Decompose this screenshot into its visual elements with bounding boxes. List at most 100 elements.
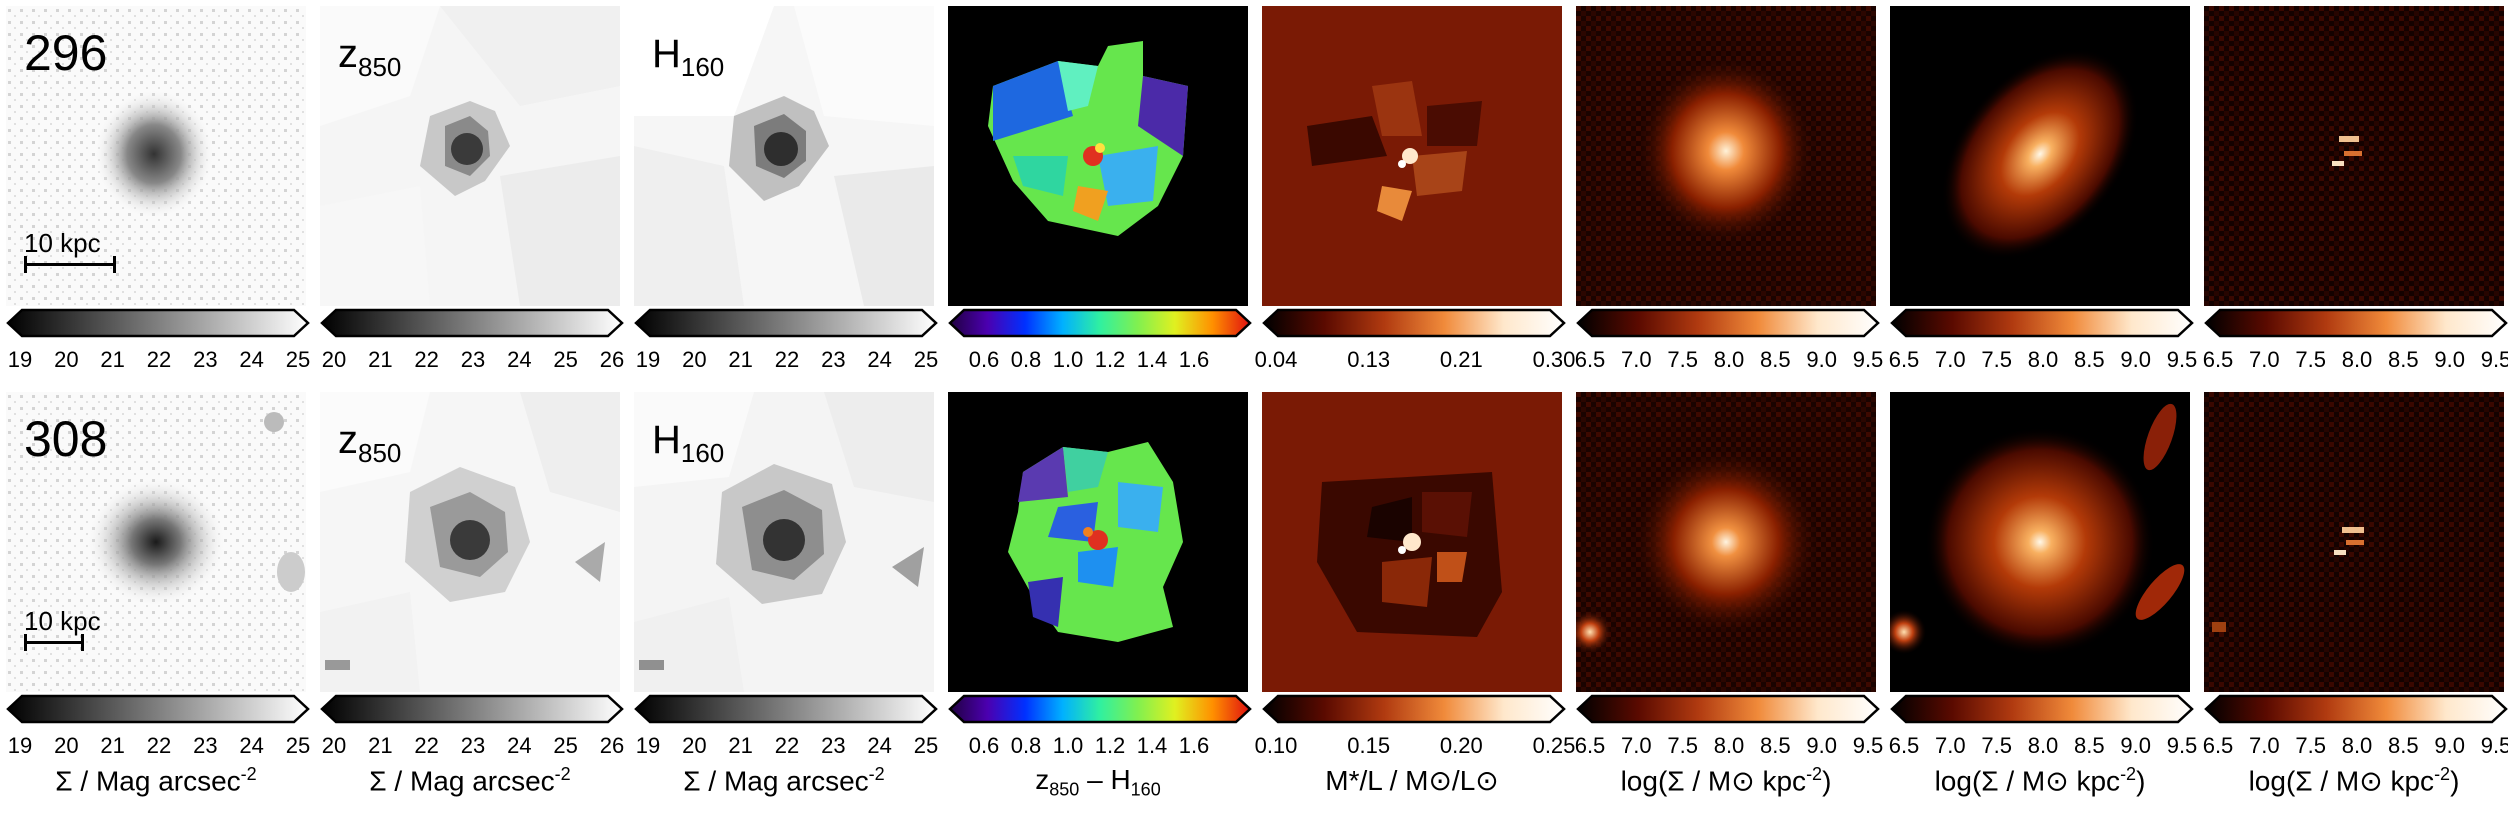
colorbar [634, 308, 940, 338]
tick-label: 0.10 [1254, 733, 1298, 758]
row1-surface-brightness-map: 296 10 kpc [6, 6, 306, 306]
colorbar-ticks: 0.6 0.8 1.0 1.2 1.4 1.6 [942, 347, 1260, 377]
tick-label: 6.5 [1888, 733, 1920, 758]
axis-label-color: z850 – H160 [1035, 764, 1161, 800]
axis-label-mass-density: log(Σ / M⊙ kpc-2) [2248, 764, 2460, 797]
tick-label: 1.2 [1094, 347, 1126, 372]
tick-label: 1.6 [1178, 347, 1210, 372]
tick-label: 0.04 [1254, 347, 1298, 372]
tick-label: 21 [100, 347, 125, 372]
tick-label: 21 [728, 733, 753, 758]
tick-label: 7.0 [2249, 347, 2280, 372]
tick-label: 9.5 [2480, 733, 2508, 758]
tick-label: 22 [146, 347, 172, 372]
tick-label: 23 [193, 733, 218, 758]
tick-label: 19 [7, 347, 33, 372]
tick-label: 24 [239, 347, 264, 372]
colorbar [1890, 694, 2196, 724]
colorbar-ticks: 6.5 7.0 7.5 8.0 8.5 9.0 9.5 [2198, 347, 2508, 377]
colorbar [948, 694, 1254, 724]
tick-label: 0.21 [1439, 347, 1483, 372]
tick-label: 21 [728, 347, 753, 372]
row2-z850-map: z850 [320, 392, 620, 692]
tick-label: 20 [321, 733, 347, 758]
tick-label: 9.5 [1852, 733, 1884, 758]
tick-label: 8.5 [2388, 733, 2419, 758]
tick-label: 20 [54, 733, 79, 758]
tick-label: 8.0 [2341, 347, 2373, 372]
tick-label: 7.0 [1621, 733, 1652, 758]
tick-label: 9.0 [2120, 733, 2151, 758]
tick-label: 24 [867, 733, 892, 758]
tick-label: 7.5 [1667, 347, 1698, 372]
tick-label: 23 [193, 347, 218, 372]
colorbar [2204, 308, 2508, 338]
colorbar-ticks: 6.5 7.0 7.5 8.0 8.5 9.0 9.5 [2198, 733, 2508, 763]
tick-label: 25 [913, 347, 939, 372]
axis-label-surface-brightness: Σ / Mag arcsec-2 [55, 764, 257, 797]
tick-label: 22 [774, 347, 800, 372]
tick-label: 24 [239, 733, 264, 758]
colorbar [320, 308, 626, 338]
tick-label: 20 [682, 347, 707, 372]
tick-label: 6.5 [1574, 733, 1606, 758]
tick-label: 0.20 [1439, 733, 1483, 758]
colorbar [1890, 308, 2196, 338]
tick-label: 24 [507, 733, 532, 758]
tick-label: 7.5 [2295, 733, 2326, 758]
colorbar [320, 694, 626, 724]
colorbar-ticks: 20 21 22 23 24 25 26 [314, 733, 632, 763]
tick-label: 25 [285, 347, 311, 372]
tick-label: 9.5 [2166, 347, 2198, 372]
tick-label: 1.0 [1052, 347, 1084, 372]
scale-bar: 10 kpc [24, 606, 101, 651]
tick-label: 23 [821, 347, 846, 372]
tick-label: 23 [460, 733, 486, 758]
tick-label: 21 [368, 733, 393, 758]
tick-label: 1.2 [1094, 733, 1126, 758]
tick-label: 0.25 [1532, 733, 1576, 758]
tick-label: 8.0 [1713, 733, 1745, 758]
tick-label: 1.0 [1052, 733, 1084, 758]
colorbar-ticks: 6.5 7.0 7.5 8.0 8.5 9.0 9.5 [1884, 733, 2202, 763]
tick-label: 9.5 [1852, 347, 1884, 372]
colorbar-ticks: 19 20 21 22 23 24 25 [628, 347, 946, 377]
band-label-h: H160 [652, 418, 725, 468]
colorbar [6, 308, 312, 338]
tick-label: 22 [146, 733, 172, 758]
tick-label: 7.5 [2295, 347, 2326, 372]
scale-bar-label: 10 kpc [24, 228, 101, 258]
tick-label: 24 [507, 347, 532, 372]
row2-color-map [948, 392, 1248, 692]
tick-label: 1.6 [1178, 733, 1210, 758]
row1-z850-map: z850 [320, 6, 620, 306]
tick-label: 0.30 [1532, 347, 1576, 372]
tick-label: 8.5 [2074, 733, 2105, 758]
tick-label: 9.0 [1806, 347, 1837, 372]
colorbar [1262, 694, 1568, 724]
tick-label: 24 [867, 347, 892, 372]
axis-label-mass-density: log(Σ / M⊙ kpc-2) [1934, 764, 2146, 797]
row2-mass-density-map [1576, 392, 1876, 692]
row1-color-map [948, 6, 1248, 306]
tick-label: 0.15 [1347, 733, 1391, 758]
row1-h160-map: H160 [634, 6, 934, 306]
row2-surface-brightness-map: 308 10 kpc [6, 392, 306, 692]
tick-label: 7.0 [1621, 347, 1652, 372]
tick-label: 0.8 [1010, 347, 1042, 372]
tick-label: 7.0 [1935, 733, 1966, 758]
tick-label: 23 [821, 733, 846, 758]
tick-label: 6.5 [1574, 347, 1606, 372]
tick-label: 20 [682, 733, 707, 758]
tick-label: 9.0 [2120, 347, 2151, 372]
colorbar-ticks: 6.5 7.0 7.5 8.0 8.5 9.0 9.5 [1570, 733, 1888, 763]
tick-label: 8.5 [2074, 347, 2105, 372]
tick-label: 0.6 [968, 347, 1000, 372]
tick-label: 9.0 [1806, 733, 1837, 758]
tick-label: 9.5 [2480, 347, 2508, 372]
axis-label-mass-density: log(Σ / M⊙ kpc-2) [1620, 764, 1832, 797]
tick-label: 0.6 [968, 733, 1000, 758]
tick-label: 7.0 [2249, 733, 2280, 758]
row1-residual-map [2204, 6, 2504, 306]
row1-mass-to-light-map [1262, 6, 1562, 306]
